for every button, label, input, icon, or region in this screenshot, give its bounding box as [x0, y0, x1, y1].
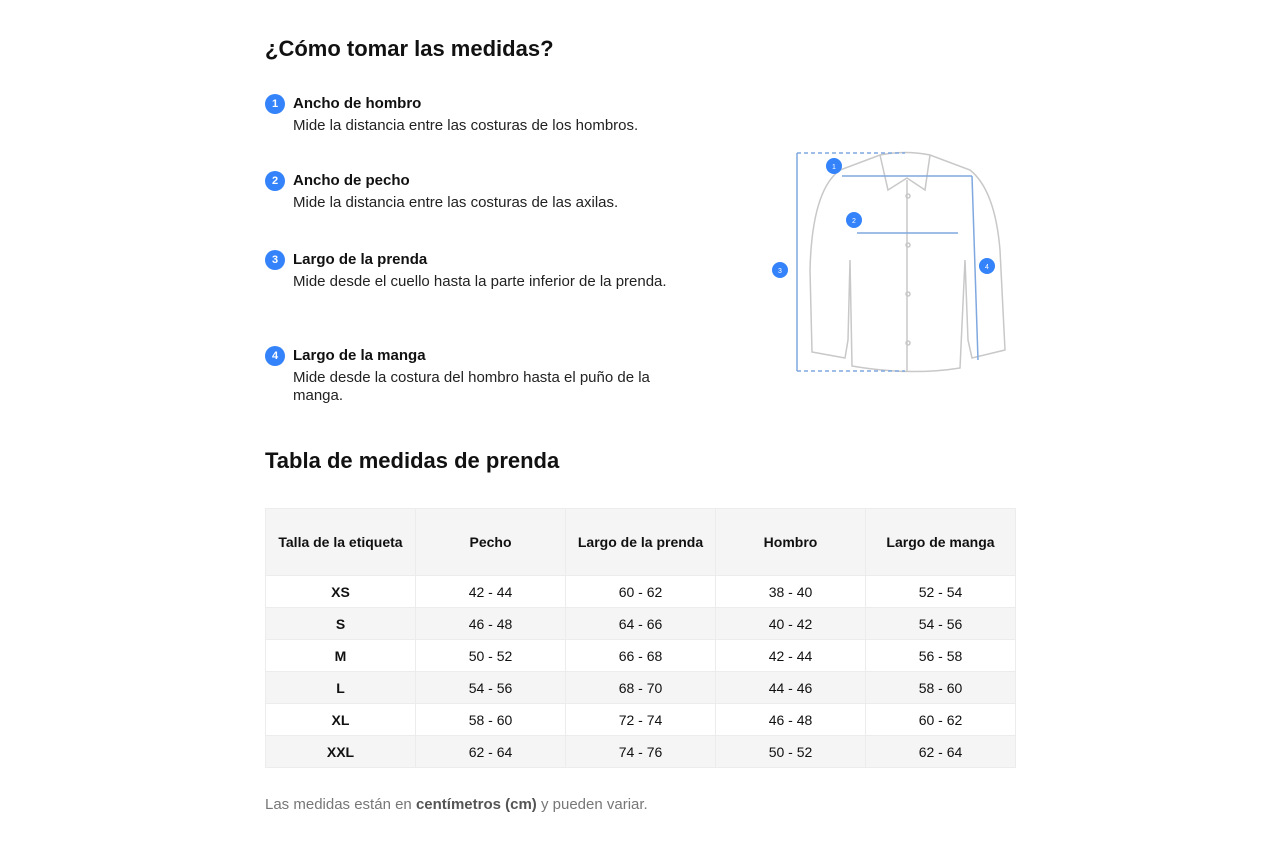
- table-cell: 58 - 60: [865, 671, 1016, 704]
- table-cell: XL: [265, 703, 416, 736]
- column-header: Hombro: [715, 508, 866, 576]
- measure-step: 3 Largo de la prenda Mide desde el cuello …: [265, 250, 685, 291]
- table-cell: 46 - 48: [715, 703, 866, 736]
- table-cell: 68 - 70: [565, 671, 716, 704]
- table-row: XXL 62 - 64 74 - 76 50 - 52 62 - 64: [265, 735, 1016, 768]
- column-header: Talla de la etiqueta: [265, 508, 416, 576]
- table-cell: 46 - 48: [415, 607, 566, 640]
- step-number-badge: 2: [265, 171, 285, 191]
- measure-step: 4 Largo de la manga Mide desde la costura …: [265, 346, 685, 405]
- table-cell: 60 - 62: [865, 703, 1016, 736]
- table-cell: 38 - 40: [715, 575, 866, 608]
- step-title: Ancho de hombro: [293, 95, 422, 112]
- column-header: Pecho: [415, 508, 566, 576]
- marker-3-icon: [772, 262, 788, 278]
- table-cell: 54 - 56: [865, 607, 1016, 640]
- table-cell: 56 - 58: [865, 639, 1016, 672]
- step-description: Mide la distancia entre las costuras de …: [293, 117, 639, 134]
- marker-1-icon: [826, 158, 842, 174]
- svg-text:2: 2: [852, 218, 856, 225]
- svg-text:3: 3: [778, 268, 782, 275]
- step-title: Ancho de pecho: [293, 172, 410, 189]
- table-cell: 54 - 56: [415, 671, 566, 704]
- table-cell: 42 - 44: [415, 575, 566, 608]
- table-cell: 60 - 62: [565, 575, 716, 608]
- measure-step: 2 Ancho de pecho Mide la distancia entre l…: [265, 171, 685, 212]
- table-cell: M: [265, 639, 416, 672]
- table-cell: 44 - 46: [715, 671, 866, 704]
- step-number-badge: 3: [265, 250, 285, 270]
- table-cell: 66 - 68: [565, 639, 716, 672]
- step-description: Mide desde el cuello hasta la parte infe…: [293, 273, 667, 290]
- size-table: Talla de la etiqueta Pecho Largo de la pre…: [265, 508, 1016, 768]
- step-title: Largo de la prenda: [293, 251, 428, 268]
- table-cell: 74 - 76: [565, 735, 716, 768]
- step-number-badge: 1: [265, 94, 285, 114]
- table-row: L 54 - 56 68 - 70 44 - 46 58 - 60: [265, 671, 1016, 704]
- step-description: Mide la distancia entre las costuras de …: [293, 194, 619, 211]
- table-cell: 42 - 44: [715, 639, 866, 672]
- table-cell: 50 - 52: [715, 735, 866, 768]
- table-cell: XS: [265, 575, 416, 608]
- table-cell: 64 - 66: [565, 607, 716, 640]
- table-row: XL 58 - 60 72 - 74 46 - 48 60 - 62: [265, 703, 1016, 736]
- table-cell: S: [265, 607, 416, 640]
- table-cell: 72 - 74: [565, 703, 716, 736]
- how-to-title: ¿Cómo tomar las medidas?: [265, 36, 554, 61]
- column-header: Largo de la prenda: [565, 508, 716, 576]
- measure-step: 1 Ancho de hombro Mide la distancia entre …: [265, 94, 685, 135]
- svg-text:4: 4: [985, 264, 989, 271]
- table-cell: 50 - 52: [415, 639, 566, 672]
- table-cell: XXL: [265, 735, 416, 768]
- table-cell: L: [265, 671, 416, 704]
- table-cell: 40 - 42: [715, 607, 866, 640]
- step-title: Largo de la manga: [293, 347, 426, 364]
- table-cell: 52 - 54: [865, 575, 1016, 608]
- table-row: XS 42 - 44 60 - 62 38 - 40 52 - 54: [265, 575, 1016, 608]
- marker-4-icon: [979, 258, 995, 274]
- table-row: M 50 - 52 66 - 68 42 - 44 56 - 58: [265, 639, 1016, 672]
- table-row: S 46 - 48 64 - 66 40 - 42 54 - 56: [265, 607, 1016, 640]
- table-cell: 62 - 64: [415, 735, 566, 768]
- step-description: Mide desde la costura del hombro hasta e…: [293, 369, 650, 404]
- size-table-title: Tabla de medidas de prenda: [265, 448, 560, 473]
- shirt-diagram: 1 2 3 4: [772, 151, 1006, 373]
- column-header: Largo de manga: [865, 508, 1016, 576]
- units-note: Las medidas están en centímetros (cm) y …: [265, 796, 648, 813]
- step-number-badge: 4: [265, 346, 285, 366]
- svg-text:1: 1: [832, 164, 836, 171]
- table-cell: 62 - 64: [865, 735, 1016, 768]
- marker-2-icon: [846, 212, 862, 228]
- table-cell: 58 - 60: [415, 703, 566, 736]
